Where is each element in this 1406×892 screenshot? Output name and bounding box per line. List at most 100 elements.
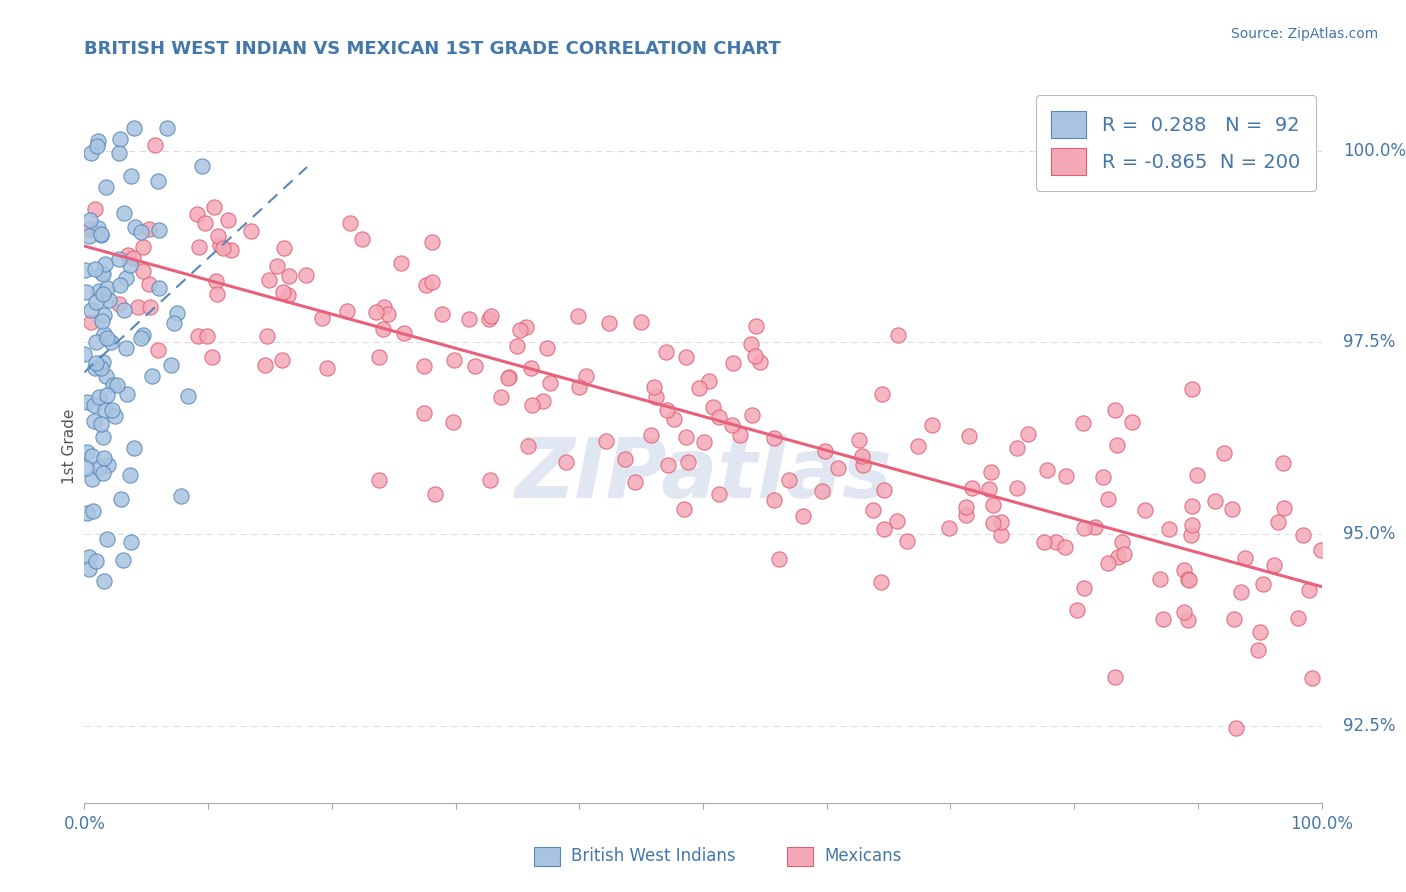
Point — [595, 434, 617, 449]
Point — [413, 359, 436, 374]
Point — [138, 277, 160, 291]
Point — [187, 328, 209, 343]
Point — [90, 314, 112, 328]
Point — [990, 528, 1012, 542]
Point — [256, 328, 278, 343]
Point — [887, 328, 910, 343]
Text: British West Indians: British West Indians — [571, 847, 735, 865]
Point — [93, 574, 115, 589]
Point — [749, 355, 772, 369]
Point — [693, 435, 716, 450]
Point — [177, 389, 200, 403]
Point — [195, 329, 218, 343]
Point — [730, 427, 752, 442]
Point — [675, 351, 697, 365]
Point — [94, 403, 117, 417]
Point — [79, 213, 101, 227]
Point — [117, 387, 139, 401]
Point — [87, 461, 110, 475]
Point — [108, 277, 131, 292]
Point — [851, 449, 873, 463]
Point — [187, 239, 209, 253]
Point — [1149, 572, 1171, 586]
Point — [744, 349, 766, 363]
Point — [115, 270, 138, 285]
Point — [278, 269, 301, 284]
Point — [77, 229, 100, 244]
Point — [364, 305, 387, 319]
Point — [132, 328, 155, 343]
Point — [702, 401, 724, 415]
Point — [1005, 481, 1028, 495]
Point — [567, 309, 589, 323]
Point — [90, 227, 112, 241]
Point — [104, 409, 127, 424]
Point — [862, 502, 884, 516]
Point — [792, 509, 814, 524]
Point — [457, 312, 479, 326]
Point — [101, 402, 124, 417]
Point — [160, 358, 183, 372]
Point — [520, 398, 543, 412]
Text: ZIPatlas: ZIPatlas — [515, 434, 891, 515]
Point — [1066, 603, 1088, 617]
Point — [1181, 499, 1204, 513]
Point — [373, 322, 395, 336]
Point — [980, 465, 1002, 479]
Point — [1301, 671, 1323, 685]
Point — [131, 331, 153, 345]
Point — [315, 361, 337, 376]
Point — [478, 311, 501, 326]
Text: 97.5%: 97.5% — [1343, 334, 1395, 351]
Point — [110, 492, 132, 507]
Point — [143, 137, 166, 152]
Point — [886, 514, 908, 528]
Point — [1225, 721, 1247, 735]
Point — [148, 281, 170, 295]
Point — [508, 323, 530, 337]
Point — [169, 489, 191, 503]
Point — [93, 308, 115, 322]
Point — [1152, 612, 1174, 626]
Point — [79, 222, 101, 236]
Point — [91, 466, 114, 480]
Point — [111, 553, 134, 567]
Point — [209, 238, 232, 252]
Point — [389, 256, 412, 270]
Point — [555, 455, 578, 469]
Point — [1091, 469, 1114, 483]
Point — [1213, 446, 1236, 460]
Point — [201, 350, 224, 364]
Point — [645, 390, 668, 404]
Point — [117, 248, 139, 262]
Point — [575, 368, 598, 383]
Point — [240, 224, 263, 238]
Point — [93, 287, 115, 301]
Point — [515, 320, 537, 334]
Point — [138, 300, 160, 314]
Point — [83, 360, 105, 375]
Point — [84, 262, 107, 277]
Point — [675, 430, 697, 444]
Point — [1007, 442, 1029, 456]
Point — [498, 369, 520, 384]
Point — [827, 460, 849, 475]
Point — [464, 359, 486, 374]
Point — [481, 309, 503, 323]
Point — [79, 303, 101, 318]
Text: 95.0%: 95.0% — [1343, 525, 1395, 543]
Point — [84, 334, 107, 349]
Point — [709, 486, 731, 500]
Point — [75, 461, 97, 475]
Point — [295, 268, 318, 282]
Point — [80, 146, 103, 161]
Point — [1177, 613, 1199, 627]
Point — [89, 284, 111, 298]
Point — [422, 275, 444, 289]
Point — [127, 300, 149, 314]
Point — [112, 303, 135, 318]
Point — [108, 297, 131, 311]
Point — [873, 483, 896, 497]
Point — [93, 450, 115, 465]
Text: Mexicans: Mexicans — [824, 847, 901, 865]
